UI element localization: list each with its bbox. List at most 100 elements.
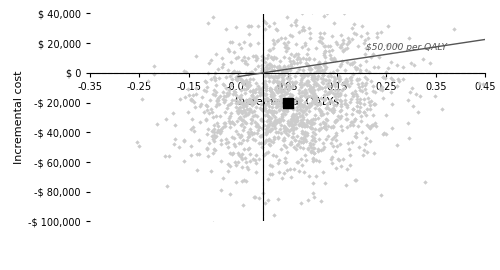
Point xyxy=(336,92,344,96)
Point xyxy=(342,117,349,122)
Point xyxy=(262,113,270,117)
Point xyxy=(202,118,210,122)
Point xyxy=(228,71,236,75)
Point xyxy=(242,160,250,164)
Point xyxy=(222,97,230,102)
Point xyxy=(266,121,274,125)
Point xyxy=(328,58,336,62)
Point xyxy=(278,69,286,73)
Point xyxy=(252,105,260,109)
Point xyxy=(306,174,314,178)
Point xyxy=(318,86,326,90)
Point xyxy=(312,94,320,98)
Point xyxy=(285,83,293,87)
Point xyxy=(207,77,215,81)
Point xyxy=(187,144,195,148)
Point xyxy=(293,70,301,74)
Point xyxy=(362,38,370,43)
Point xyxy=(230,70,238,74)
Point xyxy=(367,55,375,60)
Point xyxy=(248,110,256,114)
Point xyxy=(323,92,331,96)
Point xyxy=(216,188,224,193)
Point xyxy=(276,127,283,131)
Point xyxy=(348,123,356,127)
Point xyxy=(219,82,227,86)
Point xyxy=(334,68,342,72)
Point xyxy=(228,40,236,44)
Point xyxy=(346,62,354,66)
Point xyxy=(300,43,308,47)
Point xyxy=(375,55,383,59)
Point xyxy=(239,202,247,207)
Point xyxy=(387,90,395,94)
Point xyxy=(260,140,268,144)
Point xyxy=(288,85,296,89)
Point xyxy=(306,31,314,35)
Point xyxy=(356,97,364,102)
Point xyxy=(278,88,286,92)
Point xyxy=(284,88,292,92)
Point xyxy=(295,100,303,104)
Point xyxy=(324,101,332,105)
Point xyxy=(336,77,344,81)
Point xyxy=(216,130,224,135)
Point xyxy=(226,74,234,78)
Point xyxy=(370,65,378,69)
Point xyxy=(347,75,355,79)
Point xyxy=(269,112,277,117)
Point xyxy=(250,109,258,113)
Point xyxy=(279,108,287,112)
Point xyxy=(367,79,375,84)
Point xyxy=(275,120,283,125)
Point xyxy=(218,62,226,66)
Point xyxy=(212,77,220,82)
Point xyxy=(362,87,370,91)
Point xyxy=(304,109,312,113)
Point xyxy=(264,109,272,114)
Point xyxy=(306,71,314,75)
Point xyxy=(366,126,374,130)
Point xyxy=(298,90,306,94)
Point xyxy=(479,82,487,86)
Point xyxy=(304,145,312,150)
Point xyxy=(305,55,313,60)
Point xyxy=(332,117,340,122)
Point xyxy=(336,116,344,121)
Point xyxy=(328,155,336,160)
Point xyxy=(277,117,285,121)
Point xyxy=(384,24,392,28)
Point xyxy=(187,97,195,101)
Point xyxy=(309,181,317,185)
Point xyxy=(322,127,330,131)
Point xyxy=(256,141,264,145)
Point xyxy=(320,53,328,57)
Point xyxy=(298,130,306,135)
Point xyxy=(280,136,288,140)
Point xyxy=(327,74,335,79)
Point xyxy=(342,183,350,187)
Point xyxy=(238,152,246,156)
Point xyxy=(284,99,292,104)
Point xyxy=(218,65,226,69)
Point xyxy=(226,116,234,120)
Point xyxy=(203,146,211,150)
Point xyxy=(322,117,330,121)
Point xyxy=(302,123,310,127)
Point xyxy=(214,102,222,107)
Point xyxy=(280,143,288,147)
Point xyxy=(343,102,351,107)
Point xyxy=(188,117,196,121)
Point xyxy=(236,109,244,113)
Point xyxy=(210,148,218,153)
Point xyxy=(220,94,228,98)
Point xyxy=(312,101,320,105)
Point xyxy=(290,123,298,127)
Point xyxy=(272,85,280,90)
Point xyxy=(310,136,318,141)
Point xyxy=(298,121,306,126)
Point xyxy=(322,78,330,83)
Point xyxy=(340,80,348,84)
Point xyxy=(232,98,239,102)
Point xyxy=(288,62,296,66)
